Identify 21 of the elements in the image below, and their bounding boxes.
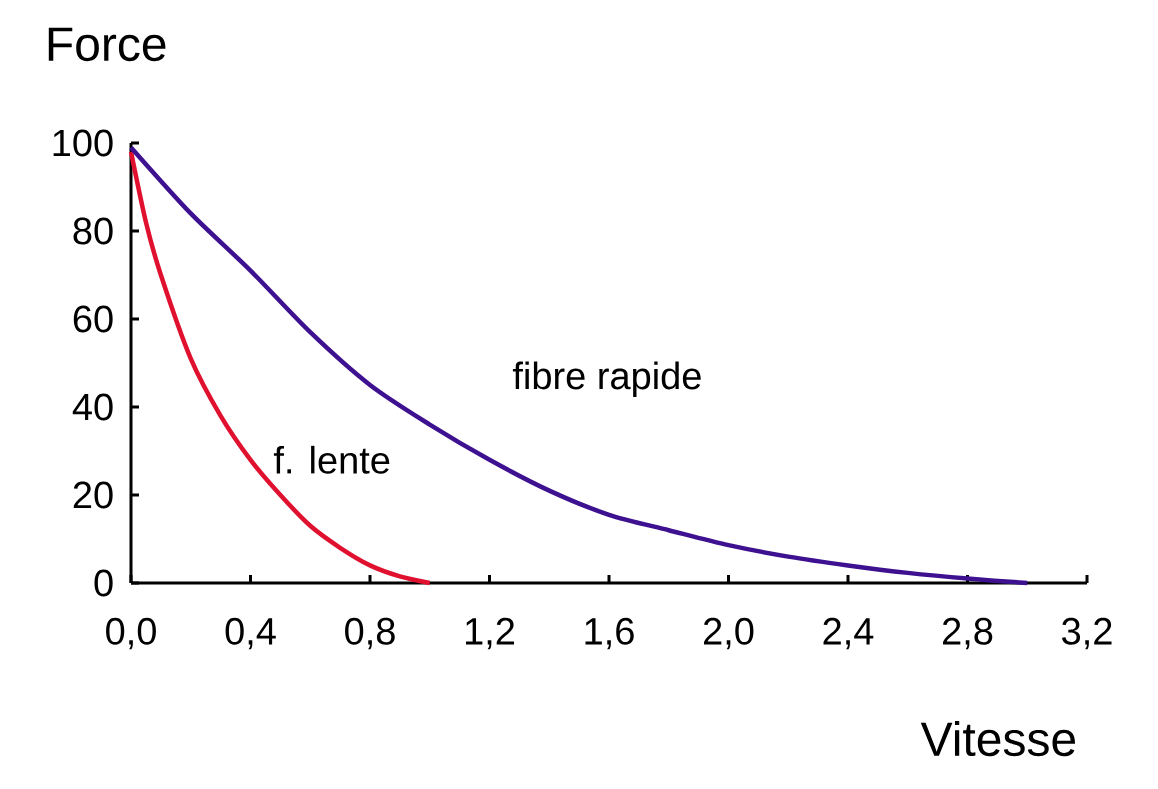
y-tick-label: 20 — [73, 481, 113, 509]
line-series — [128, 149, 433, 586]
x-tick-label: 2,4 — [823, 617, 874, 650]
y-tick-label: 100 — [53, 129, 113, 157]
x-tick-label: 2,8 — [943, 617, 993, 650]
y-tick-label: 60 — [73, 305, 113, 333]
x-tick-label: 1,2 — [465, 617, 515, 650]
line-series — [128, 145, 1030, 586]
x-axis-title: Vitesse — [920, 720, 1076, 757]
x-tick-label: 1,6 — [585, 617, 634, 650]
x-tick-label: 0,0 — [106, 617, 156, 650]
series-label: f. lente — [273, 445, 390, 474]
y-tick-label: 0 — [94, 569, 113, 597]
x-tick-label: 0,4 — [225, 617, 276, 650]
x-tick-label: 0,8 — [345, 617, 395, 650]
y-axis-title: Force — [48, 27, 166, 62]
x-tick-label: 3,2 — [1062, 617, 1112, 650]
x-tick-label: 2,0 — [704, 617, 754, 650]
y-tick-label: 40 — [72, 393, 113, 421]
y-tick-label: 80 — [73, 217, 113, 245]
series-label: fibre rapide — [512, 361, 701, 397]
